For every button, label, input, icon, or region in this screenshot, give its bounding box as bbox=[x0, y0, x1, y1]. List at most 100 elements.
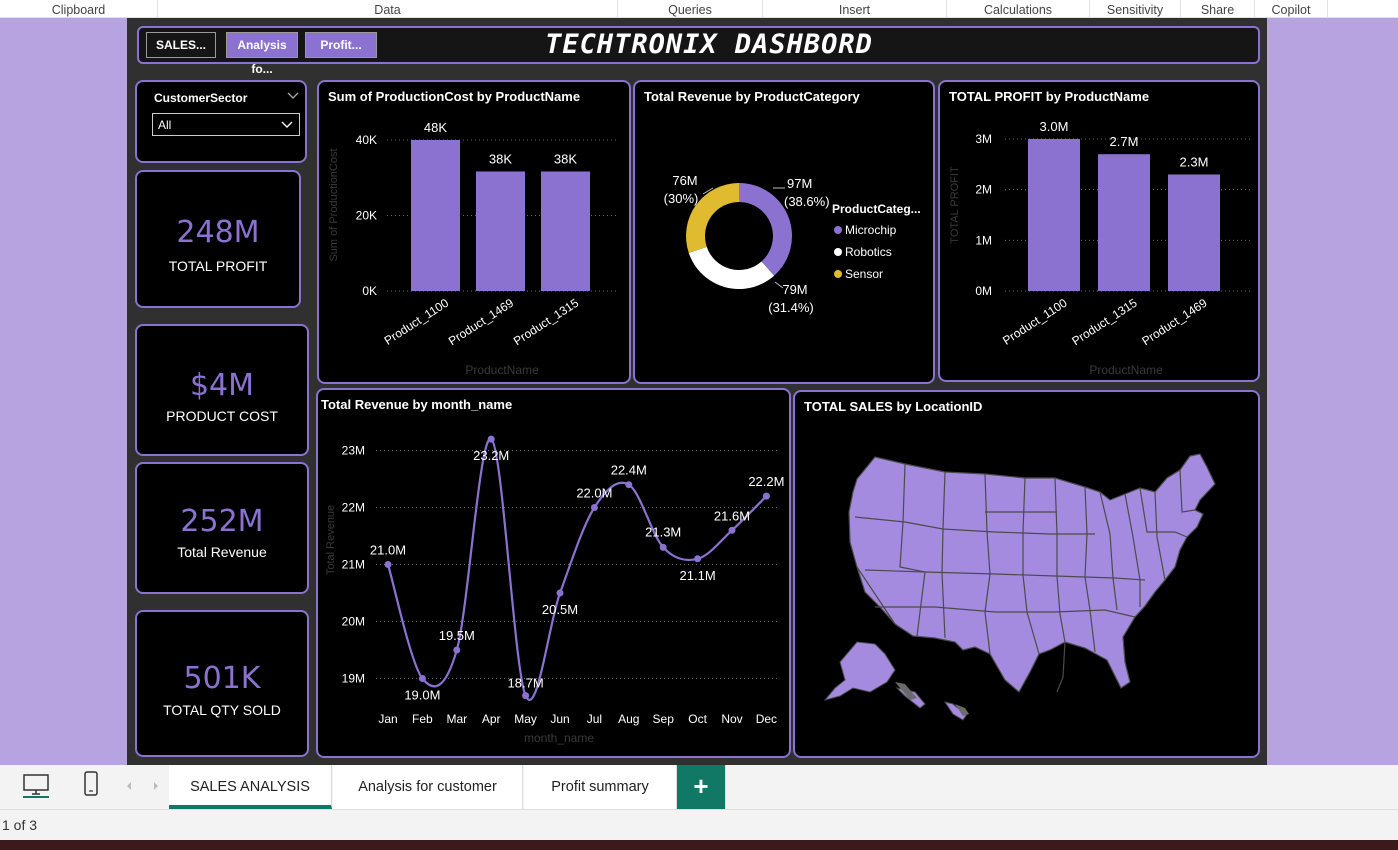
x-tick-label: Mar bbox=[446, 712, 467, 726]
nav-sales-button[interactable]: SALES... bbox=[146, 32, 216, 58]
x-tick-label: Product_1100 bbox=[1000, 296, 1070, 348]
x-tick-label: Product_1315 bbox=[511, 296, 582, 349]
data-label: 48K bbox=[424, 120, 447, 135]
data-point bbox=[625, 481, 633, 489]
donut-slice bbox=[739, 183, 792, 276]
kpi-value: 252M bbox=[180, 504, 264, 539]
chart-title: TOTAL PROFIT by ProductName bbox=[949, 89, 1150, 104]
data-label: 38K bbox=[489, 151, 512, 166]
kpi-total-revenue: 252M Total Revenue bbox=[135, 462, 309, 594]
ribbon-share[interactable]: Share bbox=[1181, 0, 1255, 18]
y-tick-label: 0M bbox=[975, 284, 992, 298]
ribbon-queries[interactable]: Queries bbox=[618, 0, 763, 18]
page-title: TECHTRONIX DASHBORD bbox=[545, 29, 873, 60]
data-label: 97M bbox=[787, 176, 812, 191]
map-alaska-hawaii bbox=[823, 641, 968, 721]
revenue-month-svg: 19M 20M 21M 22M 23M Total Revenue 21.0M Jan 19.0… bbox=[325, 435, 784, 745]
desktop-view-icon[interactable] bbox=[23, 774, 49, 798]
legend-marker bbox=[834, 270, 842, 278]
map-states bbox=[848, 453, 1216, 693]
kpi-caption: PRODUCT COST bbox=[166, 408, 278, 424]
data-label: (38.6%) bbox=[784, 194, 830, 209]
data-label: (30%) bbox=[664, 191, 699, 206]
data-label: 20.5M bbox=[542, 602, 578, 617]
scroll-left-icon[interactable] bbox=[125, 781, 133, 791]
y-tick-label: 23M bbox=[342, 444, 365, 458]
data-point bbox=[522, 692, 530, 700]
x-axis-label: ProductName bbox=[1089, 363, 1163, 377]
revenue-month-chart[interactable]: Total Revenue by month_name 19M 20M 21M 22M… bbox=[316, 388, 791, 758]
x-tick-label: Aug bbox=[618, 712, 639, 726]
data-label: 3.0M bbox=[1040, 119, 1069, 134]
x-tick-label: Apr bbox=[482, 712, 501, 726]
x-tick-label: Oct bbox=[688, 712, 707, 726]
ribbon-calculations[interactable]: Calculations bbox=[947, 0, 1090, 18]
bar bbox=[1098, 154, 1150, 291]
tab-sales-analysis[interactable]: SALES ANALYSIS bbox=[169, 765, 332, 809]
ribbon-copilot[interactable]: Copilot bbox=[1255, 0, 1328, 18]
kpi-value: 501K bbox=[183, 661, 261, 696]
x-tick-label: Jan bbox=[378, 712, 397, 726]
legend-label: Microchip bbox=[845, 223, 897, 237]
map-gray-regions bbox=[895, 682, 969, 716]
x-axis-label: ProductName bbox=[465, 363, 539, 377]
data-point bbox=[418, 675, 426, 682]
data-point bbox=[694, 555, 702, 563]
data-label: 23.2M bbox=[473, 448, 509, 463]
total-profit-chart[interactable]: TOTAL PROFIT by ProductName 0M 1M 2M 3M TOTA… bbox=[938, 80, 1260, 382]
data-label: 22.4M bbox=[611, 463, 647, 478]
production-cost-chart[interactable]: Sum of ProductionCost by ProductName 0K 2… bbox=[317, 80, 631, 384]
x-tick-label: Nov bbox=[721, 712, 742, 726]
x-axis-label: month_name bbox=[524, 731, 594, 745]
y-axis-label: Total Revenue bbox=[325, 505, 337, 575]
data-label: 22.2M bbox=[748, 474, 784, 489]
kpi-product-cost: $4M PRODUCT COST bbox=[135, 324, 309, 456]
mobile-view-icon[interactable] bbox=[84, 771, 98, 797]
tab-profit-summary[interactable]: Profit summary bbox=[524, 765, 677, 809]
kpi-caption: TOTAL QTY SOLD bbox=[163, 702, 281, 718]
ribbon-sensitivity[interactable]: Sensitivity bbox=[1090, 0, 1181, 18]
map-borders bbox=[854, 463, 1196, 693]
legend-marker bbox=[834, 248, 842, 256]
report-page: SALES... Analysis fo... Profit... TECHTR… bbox=[127, 18, 1267, 765]
y-axis-label: Sum of ProductionCost bbox=[328, 148, 340, 261]
y-tick-label: 1M bbox=[975, 233, 992, 247]
scroll-right-icon[interactable] bbox=[152, 781, 160, 791]
y-tick-label: 21M bbox=[342, 558, 365, 572]
nav-analysis-button[interactable]: Analysis fo... bbox=[226, 32, 298, 76]
ribbon-insert[interactable]: Insert bbox=[763, 0, 947, 18]
taskbar-strip bbox=[0, 840, 1398, 850]
x-tick-label: Product_1469 bbox=[446, 296, 517, 349]
slicer-label: CustomerSector bbox=[154, 91, 248, 105]
kpi-value: 248M bbox=[176, 215, 260, 250]
x-tick-label: Dec bbox=[756, 712, 777, 726]
donut-slice bbox=[686, 183, 739, 253]
y-tick-label: 2M bbox=[975, 183, 992, 197]
report-canvas: SALES... Analysis fo... Profit... TECHTR… bbox=[0, 18, 1398, 765]
revenue-category-chart[interactable]: Total Revenue by ProductCategory 97M (38.… bbox=[633, 80, 935, 384]
data-point bbox=[453, 646, 461, 654]
slicer-collapse-icon[interactable] bbox=[287, 92, 299, 100]
data-label: 18.7M bbox=[508, 676, 544, 691]
slicer-dropdown[interactable]: All bbox=[152, 113, 300, 136]
ribbon-clipboard[interactable]: Clipboard bbox=[0, 0, 158, 18]
data-label: 19.5M bbox=[439, 628, 475, 643]
data-label: 2.3M bbox=[1180, 154, 1209, 169]
data-point bbox=[556, 589, 564, 597]
legend-label: Robotics bbox=[845, 245, 892, 259]
donut-slice bbox=[688, 246, 775, 289]
tab-analysis-for-customer[interactable]: Analysis for customer bbox=[333, 765, 523, 809]
chart-title: Total Revenue by month_name bbox=[321, 397, 513, 412]
y-tick-label: 19M bbox=[342, 672, 365, 686]
data-label: 21.6M bbox=[714, 508, 750, 523]
data-point bbox=[762, 492, 770, 500]
data-label: 2.7M bbox=[1110, 134, 1139, 149]
data-point bbox=[384, 561, 392, 568]
add-page-button[interactable]: + bbox=[677, 765, 726, 809]
ribbon-data[interactable]: Data bbox=[158, 0, 618, 18]
x-tick-label: May bbox=[514, 712, 537, 726]
sales-location-map[interactable]: TOTAL SALES by LocationID bbox=[793, 390, 1260, 758]
bar bbox=[541, 171, 590, 291]
nav-profit-button[interactable]: Profit... bbox=[305, 32, 377, 58]
bar bbox=[1168, 174, 1220, 291]
